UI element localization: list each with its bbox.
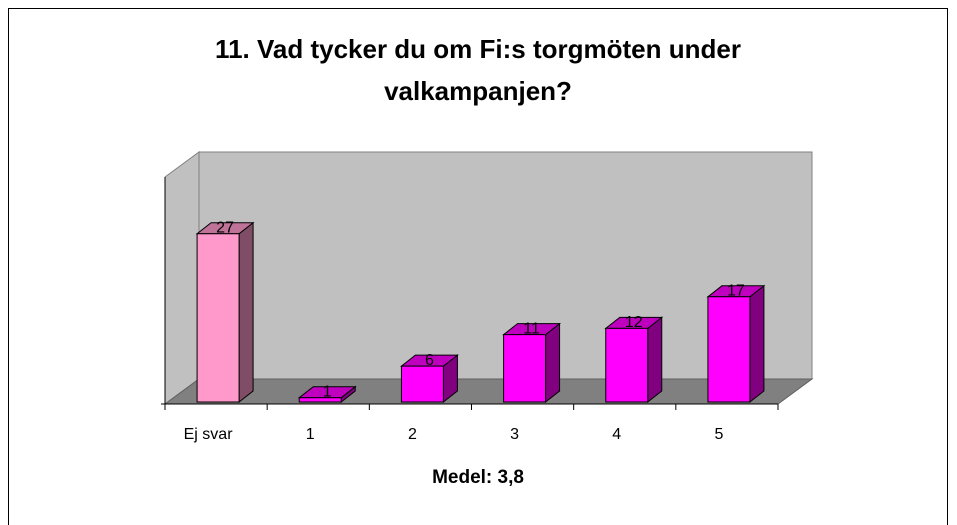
x-tick-label: 1: [306, 426, 315, 443]
bar: [399, 354, 459, 404]
x-tick-label: 5: [714, 426, 723, 443]
bar-face: [749, 284, 765, 404]
x-tick-label: 3: [510, 426, 519, 443]
side-wall: [164, 151, 200, 405]
bar: [195, 221, 255, 404]
bar-face: [238, 221, 254, 404]
x-tick-label: 4: [612, 426, 621, 443]
x-tick-label: Ej svar: [184, 426, 234, 443]
data-label: 1: [323, 383, 332, 400]
bar-face: [503, 334, 547, 403]
bar: [706, 284, 766, 404]
bar: [604, 316, 664, 404]
bar-face: [400, 365, 444, 403]
annotation: Medel: 3,8: [432, 467, 524, 488]
bar: [297, 385, 357, 404]
bar-face: [298, 397, 342, 403]
x-tick-label: 2: [408, 426, 417, 443]
bar: [502, 322, 562, 404]
bar-face: [545, 322, 561, 404]
data-label: 11: [523, 320, 540, 337]
chart-title: 11. Vad tycker du om Fi:s torgmöten unde…: [215, 34, 741, 106]
bar-face: [605, 327, 649, 403]
bar-face: [196, 233, 240, 403]
bar-face: [707, 296, 751, 403]
data-label: 27: [216, 219, 234, 236]
data-label: 12: [625, 314, 643, 331]
data-label: 17: [727, 283, 745, 300]
bar-face: [647, 316, 663, 404]
data-label: 6: [425, 352, 434, 369]
